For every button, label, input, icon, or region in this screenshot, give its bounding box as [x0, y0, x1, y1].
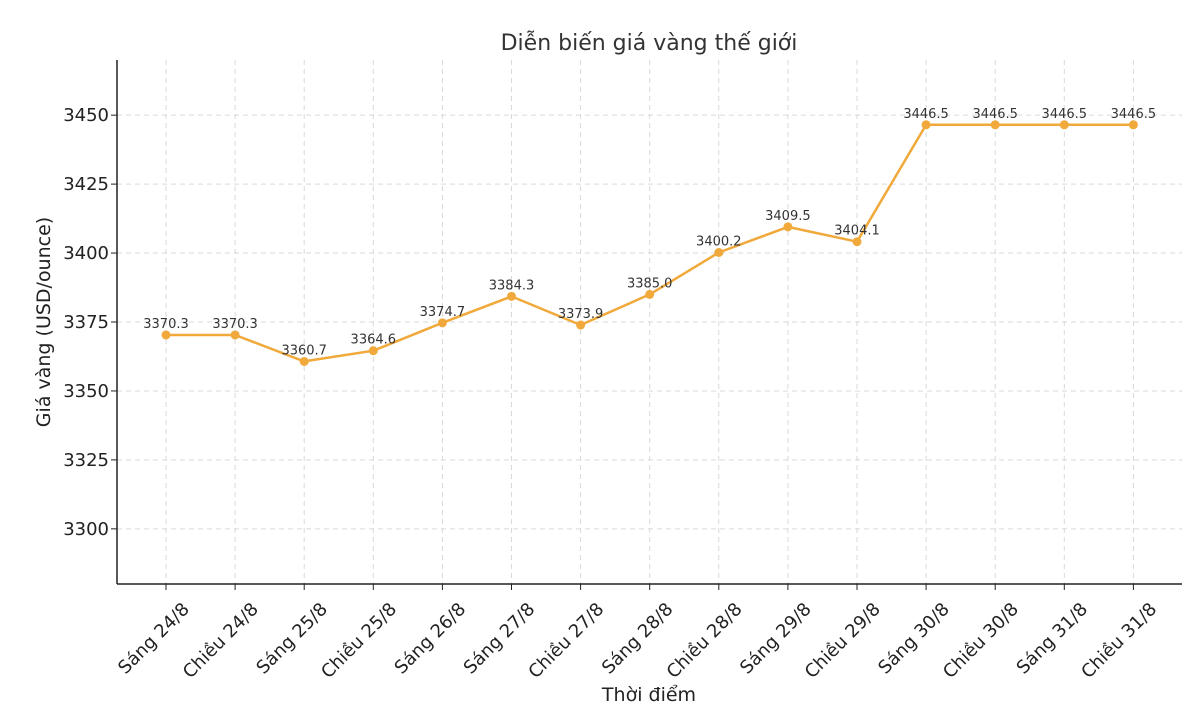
data-label: 3374.7 — [420, 305, 466, 320]
data-point — [783, 222, 793, 232]
data-point — [1128, 120, 1138, 130]
data-label: 3404.1 — [834, 224, 880, 239]
data-point — [576, 320, 586, 330]
data-label: 3384.3 — [489, 278, 535, 293]
y-tick-label: 3300 — [63, 519, 109, 540]
data-point — [714, 248, 724, 258]
data-label: 3409.5 — [765, 209, 811, 224]
data-point — [921, 120, 931, 130]
x-axis-label: Thời điểm — [601, 684, 696, 706]
data-label: 3446.5 — [903, 107, 949, 122]
data-point — [437, 318, 447, 328]
x-tick-label: Chiều 29/8 — [801, 599, 885, 683]
data-label: 3370.3 — [143, 317, 189, 332]
data-label: 3446.5 — [1042, 107, 1088, 122]
x-tick-label: Chiều 24/8 — [179, 599, 263, 683]
y-tick-label: 3400 — [63, 243, 109, 264]
data-label: 3360.7 — [281, 343, 327, 358]
data-label: 3446.5 — [1111, 107, 1157, 122]
grid-lines — [117, 60, 1182, 584]
data-point — [990, 120, 1000, 130]
series-gold-price — [161, 120, 1138, 366]
data-point — [161, 330, 171, 340]
data-point — [230, 330, 240, 340]
data-label: 3373.9 — [558, 307, 604, 322]
x-tick-label: Chiều 27/8 — [524, 599, 608, 683]
y-tick-label: 3350 — [63, 381, 109, 402]
data-label: 3400.2 — [696, 235, 742, 250]
data-label: 3364.6 — [351, 333, 397, 348]
y-tick-label: 3425 — [63, 174, 109, 195]
data-label: 3446.5 — [972, 107, 1018, 122]
data-point — [368, 346, 378, 356]
x-tick-label: Chiều 28/8 — [663, 599, 747, 683]
data-label: 3385.0 — [627, 276, 673, 291]
y-tick-label: 3450 — [63, 105, 109, 126]
data-point — [852, 237, 862, 247]
x-tick-label: Chiều 30/8 — [939, 599, 1023, 683]
chart-title: Diễn biến giá vàng thế giới — [501, 30, 798, 56]
x-tick-label: Chiều 31/8 — [1077, 599, 1161, 683]
data-point — [1059, 120, 1069, 130]
data-label: 3370.3 — [212, 317, 258, 332]
x-tick-label: Chiều 25/8 — [317, 599, 401, 683]
data-point — [645, 289, 655, 299]
y-axis-ticks: 3300 3325 3350 3375 3400 3425 3450 — [63, 105, 117, 540]
x-tick-label: Sáng 26/8 — [391, 599, 471, 679]
y-axis-label: Giá vàng (USD/ounce) — [33, 217, 55, 427]
data-point — [507, 291, 516, 301]
data-labels: 3370.3 3370.3 3360.7 3364.6 3374.7 3384.3 3373… — [143, 107, 1156, 359]
data-point — [299, 356, 309, 366]
y-tick-label: 3325 — [63, 450, 109, 471]
y-tick-label: 3375 — [63, 312, 109, 333]
